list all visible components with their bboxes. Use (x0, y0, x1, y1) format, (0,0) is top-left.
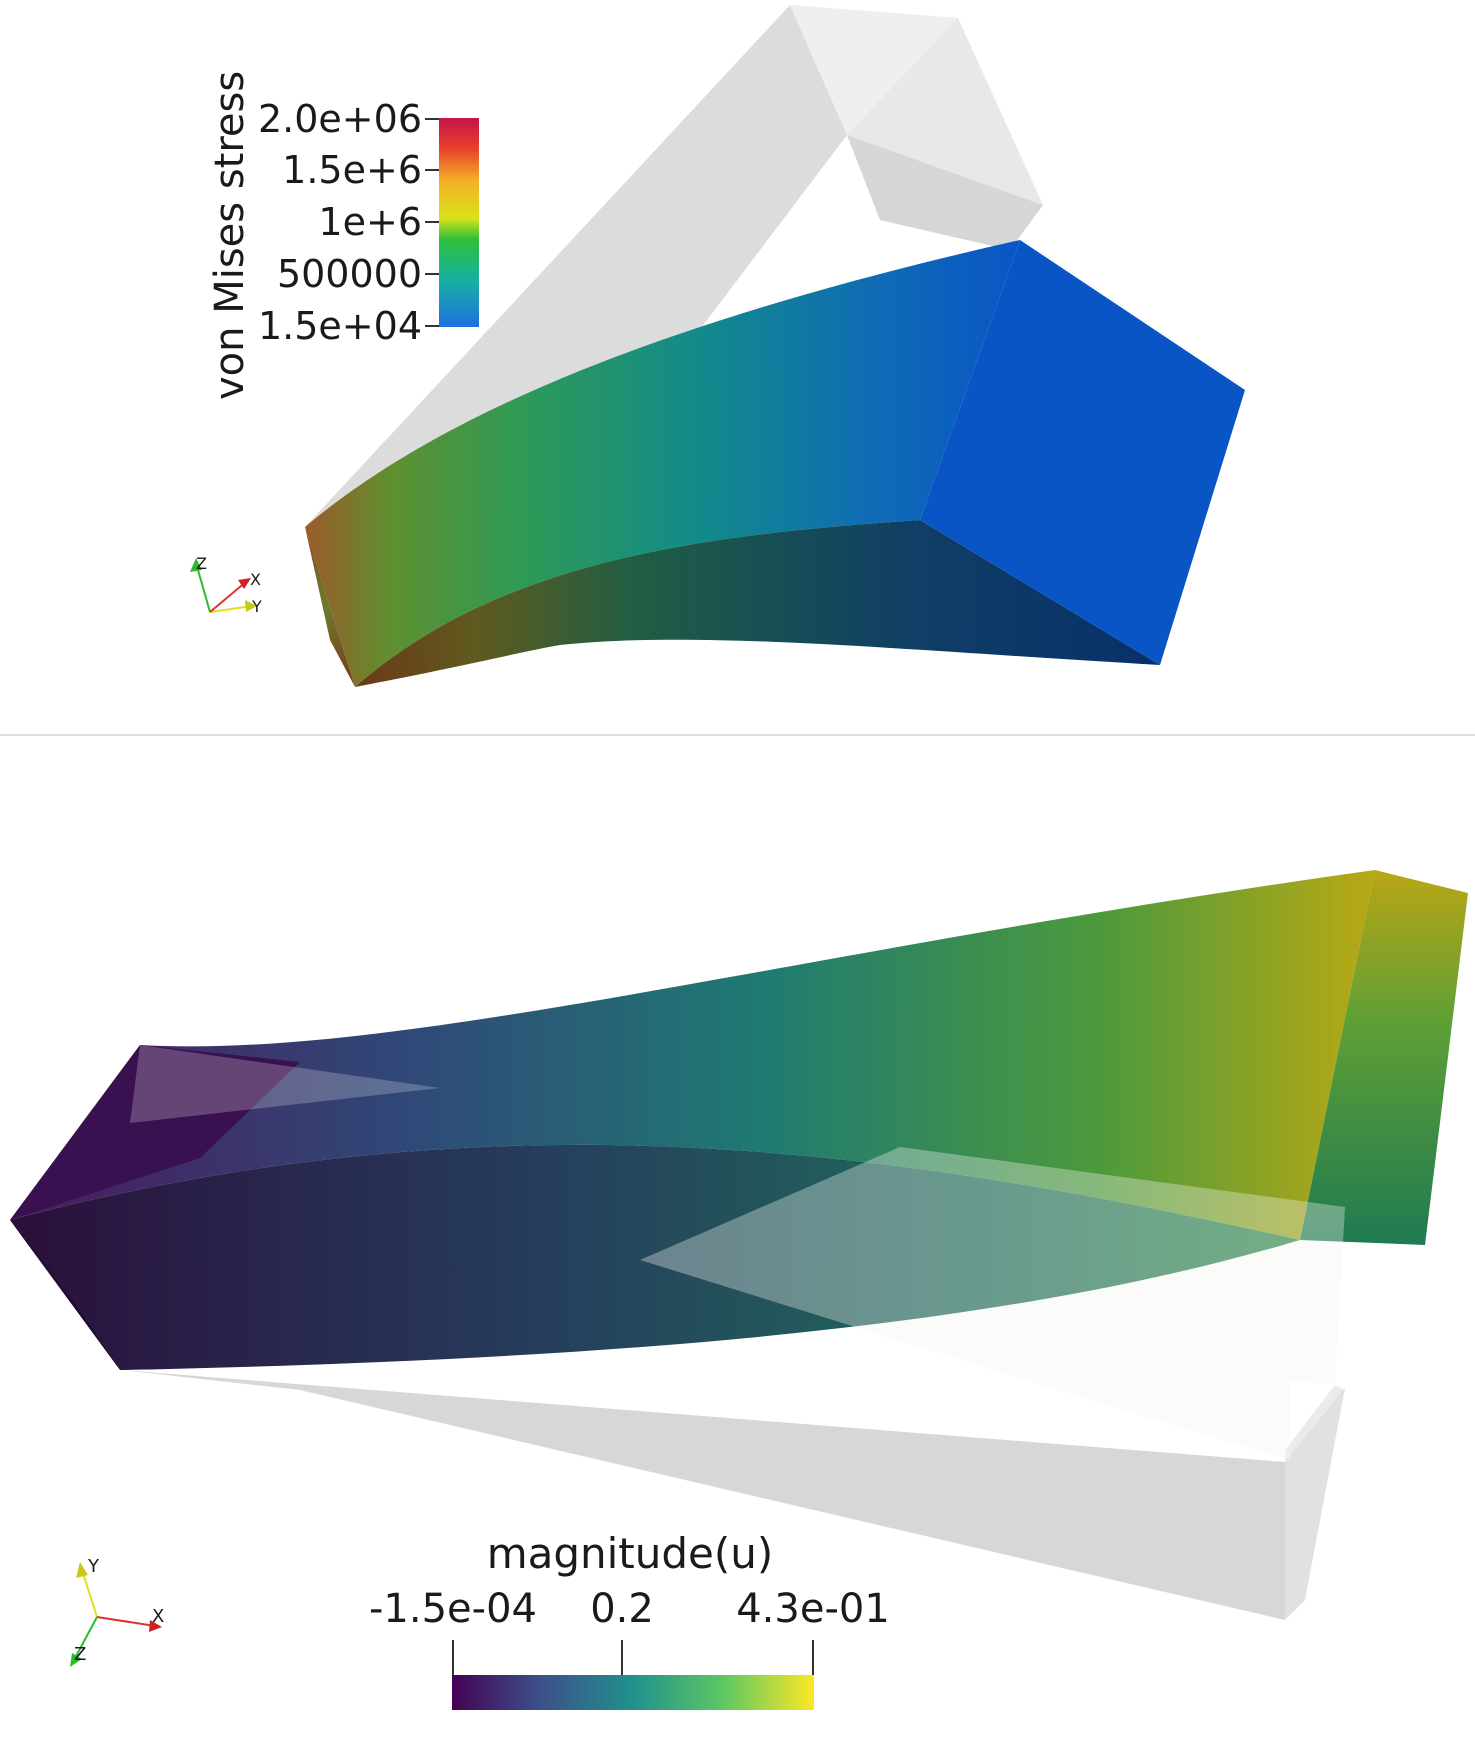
displacement-tick-label: -1.5e-04 (369, 1586, 537, 1632)
axis-label-x: X (152, 1606, 164, 1627)
displacement-colorbar-title: magnitude(u) (487, 1529, 774, 1578)
axis-label-y: Y (87, 1556, 100, 1577)
stress-colorbar-ramp (439, 118, 479, 327)
orientation-axes-bottom: Y X Z (70, 1556, 164, 1667)
stress-tick-label: 1e+6 (318, 200, 422, 244)
stress-colorbar: von Mises stress 2.0e+06 1.5e+6 1e+6 500… (207, 71, 479, 400)
undeformed-beam-top (305, 5, 1043, 527)
undeformed-beam-bottom (120, 1045, 1345, 1620)
top-panel: von Mises stress 2.0e+06 1.5e+6 1e+6 500… (190, 5, 1245, 687)
stress-colorbar-ticks (425, 118, 439, 327)
axis-label-x: X (250, 570, 261, 589)
axis-label-z: Z (74, 1644, 86, 1665)
displacement-tick-label: 0.2 (590, 1586, 654, 1632)
orientation-axes-top: Z X Y (190, 554, 262, 616)
axis-label-y: Y (251, 597, 262, 616)
deformed-beam-stress (305, 240, 1245, 687)
stress-tick-label: 2.0e+06 (258, 97, 422, 141)
stress-tick-label: 1.5e+6 (282, 148, 422, 192)
displacement-colorbar: magnitude(u) -1.5e-04 0.2 4.3e-01 (369, 1529, 890, 1710)
displacement-colorbar-ticks (452, 1640, 814, 1675)
stress-tick-label: 500000 (277, 252, 422, 296)
displacement-colorbar-ramp (452, 1675, 814, 1710)
stress-colorbar-title: von Mises stress (207, 71, 253, 400)
displacement-tick-label: 4.3e-01 (736, 1586, 890, 1632)
bottom-panel: magnitude(u) -1.5e-04 0.2 4.3e-01 Y X Z (10, 870, 1468, 1710)
stress-tick-label: 1.5e+04 (258, 304, 422, 348)
deformed-beam-displacement (10, 870, 1468, 1370)
axis-label-z: Z (196, 554, 207, 573)
